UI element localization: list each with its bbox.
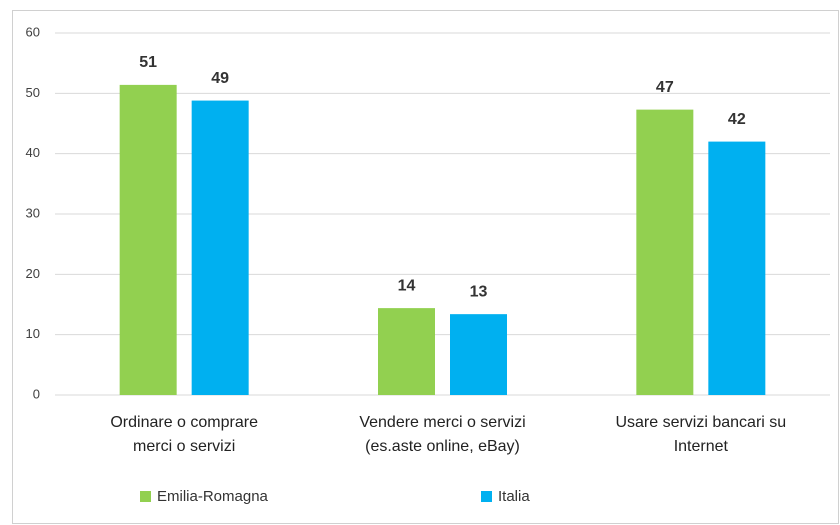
bar — [191, 100, 249, 395]
y-tick-label: 30 — [26, 205, 40, 220]
value-label: 47 — [656, 79, 674, 96]
bar — [119, 84, 177, 396]
legend-swatch — [481, 491, 492, 502]
bar — [636, 109, 694, 395]
value-label: 13 — [470, 283, 488, 300]
y-tick-label: 10 — [26, 326, 40, 341]
value-label: 51 — [139, 54, 157, 71]
value-label: 49 — [211, 70, 229, 87]
bar — [450, 314, 507, 395]
y-tick-label: 50 — [26, 85, 40, 100]
legend-label: Italia — [498, 488, 530, 505]
value-label: 42 — [728, 111, 746, 128]
bar — [378, 308, 435, 395]
x-tick-label: Vendere merci o servizi (es.aste online, … — [359, 414, 525, 455]
y-tick-label: 20 — [26, 266, 40, 281]
legend-swatch — [140, 491, 151, 502]
x-tick-label: Ordinare o comprare merci o servizi — [110, 414, 258, 455]
y-tick-label: 60 — [26, 24, 40, 39]
value-label: 14 — [398, 277, 416, 294]
y-tick-label: 0 — [33, 386, 40, 401]
bar — [708, 141, 766, 395]
x-tick-label: Usare servizi bancari su Internet — [615, 414, 786, 455]
legend-label: Emilia-Romagna — [157, 488, 269, 505]
y-tick-label: 40 — [26, 145, 40, 160]
